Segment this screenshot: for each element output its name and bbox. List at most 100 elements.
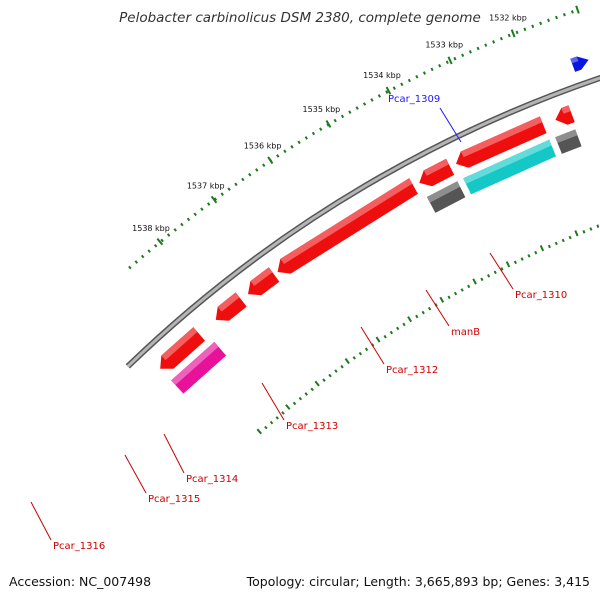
ruler-minor-tick [407, 78, 411, 83]
feature-pcar-1312-highlight [423, 158, 449, 176]
leader-line [163, 433, 185, 474]
gene-label: Pcar_1315 [148, 494, 200, 505]
feature-pcar-1312 [419, 158, 455, 187]
feature-pcar-1316-rna [171, 341, 227, 394]
gene-label: Pcar_1309 [388, 94, 440, 105]
ruler-minor-tick [377, 94, 381, 98]
ruler-minor-tick [227, 187, 231, 191]
gene-label: manB [451, 327, 480, 338]
leader-line [261, 382, 285, 421]
inner-tick [285, 404, 291, 410]
inner-tick [582, 230, 586, 234]
ruler-minor-tick [241, 177, 245, 182]
leader-line [124, 454, 147, 494]
inner-tick [298, 396, 303, 401]
inner-tick [493, 270, 497, 275]
inner-tick [328, 373, 332, 378]
inner-tick [407, 316, 413, 323]
ruler-minor-tick [430, 67, 434, 72]
ruler-major-tick [447, 56, 453, 65]
ruler-minor-tick [547, 18, 551, 23]
inner-tick [364, 347, 369, 352]
ruler-minor-tick [207, 202, 211, 206]
feature-manb [456, 116, 547, 168]
ruler-minor-tick [484, 43, 488, 47]
ruler-minor-tick [400, 82, 404, 87]
ruler-minor-tick [348, 110, 352, 114]
ruler-label: 1535 kbp [303, 105, 341, 114]
inner-tick [596, 224, 600, 228]
ruler-minor-tick [186, 217, 191, 222]
ruler-minor-tick [200, 207, 204, 211]
ruler-minor-tick [297, 140, 301, 145]
inner-tick [554, 241, 558, 246]
ruler-minor-tick [290, 145, 294, 149]
ruler-minor-tick [422, 71, 427, 75]
gene-label: Pcar_1314 [186, 474, 238, 485]
ruler-minor-tick [531, 24, 535, 29]
ruler-minor-tick [445, 60, 449, 65]
ruler-minor-tick [392, 86, 396, 90]
feature-pcar-1316-body [160, 327, 205, 369]
inner-tick [480, 277, 484, 282]
feature-pcar-1315-body [215, 292, 247, 321]
feature-manb-rna [463, 139, 556, 195]
ruler-minor-tick [499, 36, 503, 41]
inner-tick [383, 334, 387, 339]
ruler-minor-tick [370, 98, 374, 102]
ruler-minor-tick [213, 197, 218, 201]
ruler-minor-tick [355, 106, 359, 110]
inner-tick [447, 295, 451, 300]
leader-line [30, 501, 52, 541]
ruler-minor-tick [570, 10, 574, 14]
genome-backbone [125, 74, 600, 369]
inner-tick [340, 364, 344, 369]
ruler-minor-tick [304, 136, 308, 140]
inner-tick [358, 351, 363, 356]
feature-pcar-1313-highlight [280, 178, 413, 264]
ruler-major-tick [575, 5, 580, 14]
feature-pcar-1316-rna-body [171, 341, 227, 394]
ruler-minor-tick [147, 249, 151, 253]
feature-pcar-1310-gray-highlight [555, 129, 578, 143]
inner-tick [314, 380, 320, 387]
feature-pcar-1309 [570, 56, 589, 72]
ruler-minor-tick [234, 182, 238, 187]
ruler-minor-tick [140, 254, 145, 259]
ruler-minor-tick [438, 63, 442, 68]
feature-pcar-1315-highlight [217, 292, 240, 312]
feature-pcar-1312-gray-highlight [426, 181, 461, 203]
ruler-minor-tick [362, 102, 367, 106]
ruler-minor-tick [283, 149, 287, 154]
ruler-minor-tick [173, 228, 177, 232]
ruler-minor-tick [461, 53, 465, 58]
ruler-minor-tick [128, 265, 132, 270]
ruler-minor-tick [220, 192, 224, 196]
ruler-minor-tick [562, 12, 566, 17]
inner-tick [487, 274, 491, 278]
ruler-minor-tick [555, 15, 558, 20]
inner-tick [269, 420, 274, 425]
ruler-minor-tick [311, 131, 316, 136]
inner-tick [513, 260, 517, 265]
inner-tick [472, 278, 477, 285]
ruler-minor-tick [134, 260, 139, 264]
feature-pcar-1312-body [419, 158, 455, 187]
ruler-minor-tick [476, 46, 480, 51]
inner-tick [402, 322, 406, 327]
gene-label: Pcar_1312 [386, 365, 438, 376]
gene-label: Pcar_1310 [515, 290, 567, 301]
feature-pcar-1314-body [248, 267, 280, 296]
feature-pcar-1315 [215, 292, 247, 321]
ruler-minor-tick [180, 222, 184, 227]
feature-pcar-1310-gray [555, 129, 582, 154]
inner-tick [547, 244, 551, 249]
inner-tick [568, 235, 572, 240]
ruler-label: 1537 kbp [187, 181, 225, 190]
inner-tick [520, 257, 524, 261]
ruler-major-tick [267, 156, 274, 165]
feature-track [160, 56, 589, 394]
ruler-minor-tick [507, 33, 511, 38]
gene-label: Pcar_1316 [53, 541, 105, 552]
